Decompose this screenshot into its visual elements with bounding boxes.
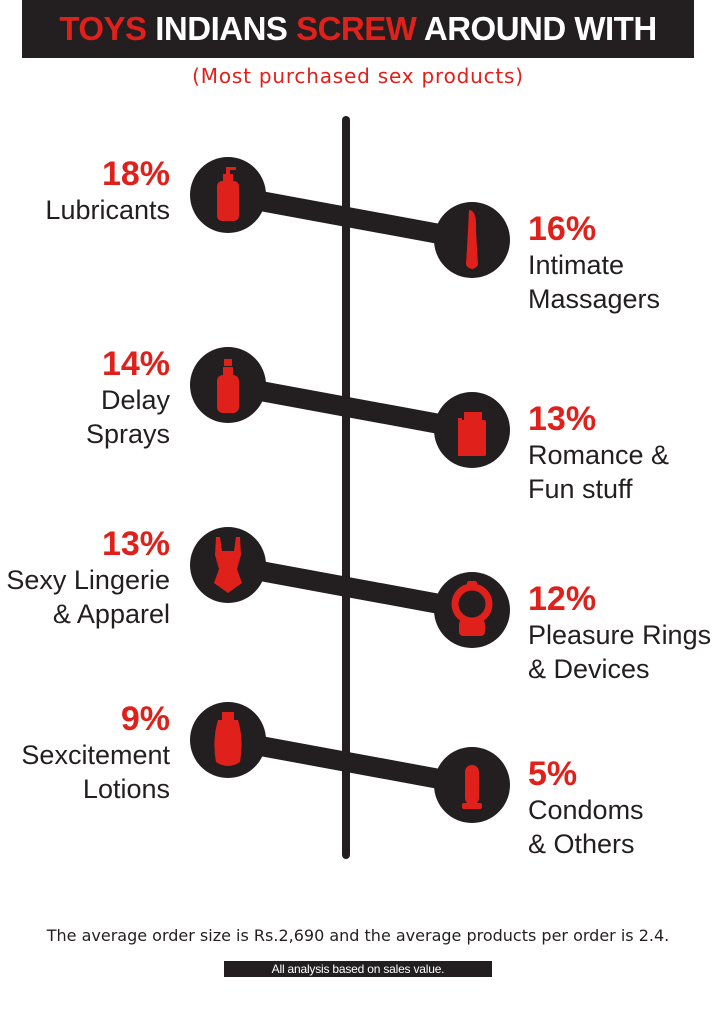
chart-body: 18%Lubricants 16%Intimate Massagers 14%Dela… [6,116,711,859]
category-label: & Apparel [53,599,170,629]
percent-label: 13% [528,400,596,438]
title-word: INDIANS [155,10,297,47]
spray-bottle-icon [217,359,239,413]
ring-icon [451,581,493,636]
category-label: Fun stuff [528,474,633,504]
lubricant-bottle-icon [217,167,239,221]
product-item: 5%Condoms & Others [434,747,644,859]
connector-bar [226,185,474,250]
product-item: 9%Sexcitement Lotions [21,700,474,804]
page-title: TOYS INDIANS SCREW AROUND WITH [59,10,657,48]
lotion-bottle-icon [214,712,242,766]
page-subtitle: (Most purchased sex products) [192,64,524,88]
percent-label: 14% [102,345,170,383]
condom-icon [462,765,482,809]
lingerie-icon [214,537,242,593]
connector-bar [226,730,474,795]
product-item: 13%Sexy Lingerie & Apparel [6,525,474,629]
category-label: Lubricants [45,195,170,225]
analysis-note: All analysis based on sales value. [271,962,445,976]
category-label: Condoms [528,795,644,825]
title-word: AROUND WITH [423,10,657,47]
product-item: 13%Romance & Fun stuff [434,392,669,504]
category-label: Sprays [86,419,170,449]
category-label: & Devices [528,654,650,684]
massager-icon [466,210,478,269]
category-label: Lotions [83,774,170,804]
category-label: Sexy Lingerie [6,565,170,595]
average-order-text: The average order size is Rs.2,690 and t… [46,926,670,945]
percent-label: 16% [528,210,596,248]
category-label: Massagers [528,284,660,314]
category-label: Romance & [528,440,669,470]
percent-label: 18% [102,155,170,193]
title-word: SCREW [296,10,424,47]
title-word: TOYS [59,10,156,47]
category-label: Delay [101,385,171,415]
connector-bar [226,555,474,620]
percent-label: 13% [102,525,170,563]
icon-circle [434,572,510,648]
percent-label: 9% [121,700,170,738]
category-label: Intimate [528,250,624,280]
product-item: 18%Lubricants [45,155,474,250]
category-label: & Others [528,829,635,859]
product-item: 14%Delay Sprays [86,345,474,449]
product-item: 16%Intimate Massagers [434,202,660,314]
product-item: 12%Pleasure Rings & Devices [434,572,711,684]
title-bar: TOYS INDIANS SCREW AROUND WITH [22,0,694,58]
category-label: Sexcitement [21,740,170,770]
analysis-note-bar: All analysis based on sales value. [224,961,492,977]
connector-bar [226,375,474,440]
gift-box-icon [458,412,486,456]
category-label: Pleasure Rings [528,620,711,650]
percent-label: 12% [528,580,596,618]
percent-label: 5% [528,755,577,793]
